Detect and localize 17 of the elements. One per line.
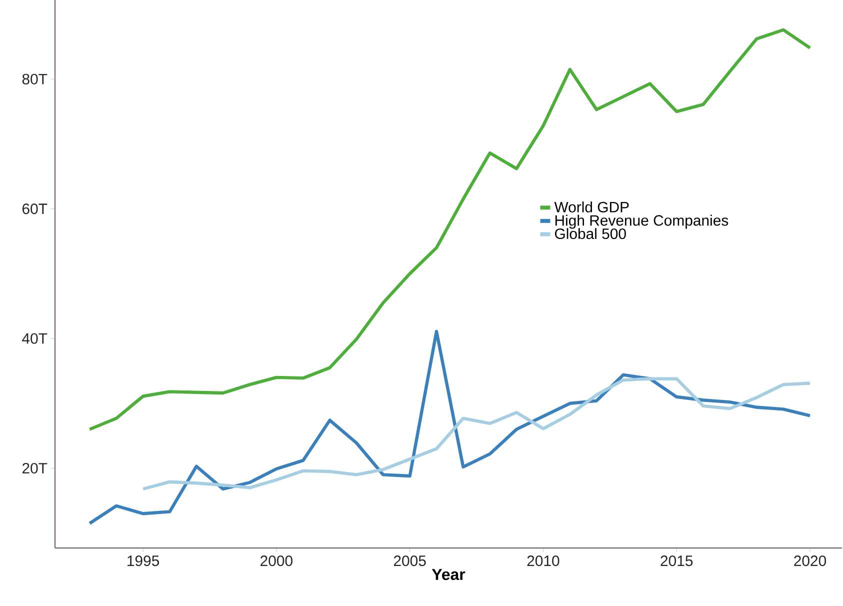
legend-label: Global 500 bbox=[554, 228, 626, 240]
y-tick-label: 20T bbox=[22, 462, 48, 474]
y-tick-label: 80T bbox=[22, 74, 48, 84]
y-tick-label: 40T bbox=[22, 333, 48, 344]
legend-label: High Revenue Companies bbox=[555, 214, 728, 229]
line-series bbox=[88, 28, 812, 431]
x-tick-label: 2005 bbox=[394, 556, 426, 566]
x-axis-title: Year bbox=[432, 568, 466, 580]
x-tick-label: 2020 bbox=[794, 556, 826, 566]
x-tick-label: 1995 bbox=[128, 556, 160, 566]
line-series bbox=[141, 377, 812, 491]
legend-label: World GDP bbox=[554, 201, 629, 212]
x-tick-label: 2015 bbox=[660, 556, 693, 566]
line-series bbox=[88, 330, 812, 525]
y-tick-label: 60T bbox=[22, 204, 48, 214]
x-tick-label: 2000 bbox=[260, 556, 292, 566]
x-tick-label: 2010 bbox=[527, 556, 560, 566]
